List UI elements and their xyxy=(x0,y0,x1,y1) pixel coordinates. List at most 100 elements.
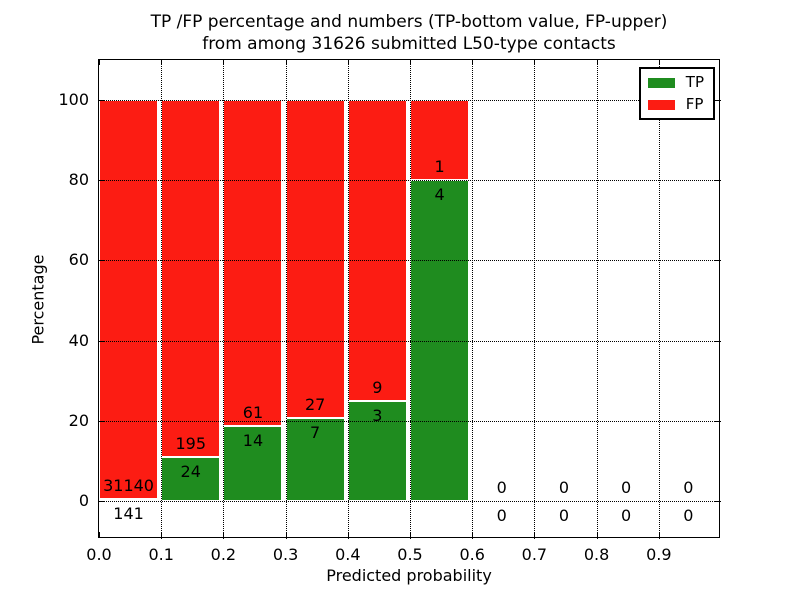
y-tick-label: 100 xyxy=(58,90,89,110)
x-gridline xyxy=(596,60,598,539)
tp-count-label: 0 xyxy=(621,505,632,525)
y-tick-mark-left xyxy=(99,180,104,182)
x-tick-mark-top xyxy=(99,60,100,65)
x-gridline xyxy=(472,60,474,539)
y-tick-mark-left xyxy=(99,500,104,502)
x-tick-mark-bottom xyxy=(161,532,163,537)
x-tick-mark-bottom xyxy=(534,532,536,537)
legend-item-fp: FP xyxy=(647,95,704,113)
fp-count-label: 61 xyxy=(242,403,264,423)
y-tick-label: 20 xyxy=(68,410,89,430)
fp-count-label: 0 xyxy=(683,477,694,497)
fp-bar-segment xyxy=(223,100,283,427)
legend-item-tp: TP xyxy=(647,73,704,91)
fp-count-label: 31140 xyxy=(103,476,154,496)
x-gridline xyxy=(658,60,660,539)
y-tick-mark-left xyxy=(99,420,104,422)
x-gridline xyxy=(347,60,349,539)
x-gridline xyxy=(285,60,287,539)
legend-swatch-tp xyxy=(647,77,675,88)
tp-count-label: 4 xyxy=(434,185,445,205)
tp-count-label: 7 xyxy=(310,423,321,443)
fp-bar-segment xyxy=(285,100,345,419)
x-tick-mark-bottom xyxy=(347,532,349,537)
tp-bar-segment xyxy=(285,418,345,501)
y-tick-label: 60 xyxy=(68,250,89,270)
y-tick-label: 80 xyxy=(68,170,89,190)
x-tick-label: 0.1 xyxy=(148,545,174,564)
y-tick-mark-right xyxy=(714,500,719,502)
x-gridline xyxy=(410,60,411,539)
x-tick-mark-bottom xyxy=(99,532,100,537)
fp-count-label: 195 xyxy=(175,433,207,453)
x-tick-label: 0.2 xyxy=(210,545,237,564)
fp-count-label: 0 xyxy=(496,477,507,497)
tp-count-label: 3 xyxy=(372,405,383,425)
x-tick-mark-top xyxy=(472,60,474,65)
tp-count-label: 14 xyxy=(242,431,264,451)
chart-title-line2: from among 31626 submitted L50-type cont… xyxy=(202,34,616,54)
x-axis-label: Predicted probability xyxy=(326,566,492,585)
y-tick-mark-right xyxy=(714,340,719,342)
y-tick-label: 0 xyxy=(78,490,89,510)
y-tick-mark-left xyxy=(99,100,104,102)
x-tick-mark-top xyxy=(534,60,536,65)
fp-bar-segment xyxy=(99,100,159,500)
fp-count-label: 0 xyxy=(621,477,632,497)
x-tick-mark-bottom xyxy=(472,532,474,537)
legend-label: FP xyxy=(685,95,704,113)
x-tick-mark-bottom xyxy=(285,532,287,537)
tp-count-label: 24 xyxy=(180,461,201,481)
x-tick-mark-bottom xyxy=(223,532,225,537)
x-tick-label: 0.5 xyxy=(397,545,423,564)
legend-swatch-fp xyxy=(647,99,675,110)
y-tick-mark-right xyxy=(714,100,719,102)
x-tick-mark-top xyxy=(596,60,598,65)
tp-count-label: 0 xyxy=(496,505,507,525)
y-tick-mark-right xyxy=(714,420,719,422)
fp-bar-segment xyxy=(347,100,407,401)
x-tick-mark-top xyxy=(285,60,287,65)
tp-count-label: 141 xyxy=(113,504,144,524)
x-tick-mark-top xyxy=(161,60,163,65)
y-tick-mark-left xyxy=(99,340,104,342)
x-tick-mark-bottom xyxy=(658,532,660,537)
x-gridline xyxy=(161,60,163,539)
tp-bar-segment xyxy=(99,499,159,502)
x-tick-mark-top xyxy=(410,60,411,65)
chart-title: TP /FP percentage and numbers (TP-bottom… xyxy=(98,11,720,55)
chart-title-line1: TP /FP percentage and numbers (TP-bottom… xyxy=(150,12,668,32)
x-tick-mark-bottom xyxy=(410,532,411,537)
fp-count-label: 9 xyxy=(372,377,383,397)
x-gridline xyxy=(534,60,536,539)
y-tick-mark-left xyxy=(99,260,104,262)
x-tick-label: 0.0 xyxy=(86,545,112,564)
y-tick-mark-right xyxy=(714,260,719,262)
tp-bar-segment xyxy=(347,400,407,501)
tp-bar-segment xyxy=(161,456,221,501)
y-tick-label: 40 xyxy=(68,330,89,350)
fp-count-label: 1 xyxy=(434,157,445,177)
x-tick-label: 0.4 xyxy=(335,545,361,564)
tp-count-label: 0 xyxy=(683,505,694,525)
x-tick-mark-top xyxy=(347,60,349,65)
fp-count-label: 27 xyxy=(304,395,326,415)
fp-count-label: 0 xyxy=(558,477,570,497)
x-tick-label: 0.7 xyxy=(521,545,548,564)
x-tick-mark-bottom xyxy=(596,532,598,537)
y-axis-label: Percentage xyxy=(28,254,48,345)
fp-bar-segment xyxy=(161,100,221,457)
x-tick-label: 0.9 xyxy=(646,545,672,564)
tp-count-label: 0 xyxy=(558,505,570,525)
legend-label: TP xyxy=(685,73,704,91)
y-tick-mark-right xyxy=(714,180,719,182)
x-tick-label: 0.8 xyxy=(583,545,610,564)
x-gridline xyxy=(223,60,225,539)
x-tick-mark-top xyxy=(223,60,225,65)
x-tick-label: 0.3 xyxy=(272,545,299,564)
plot-area: 31140 141 195 24 61 14 27 7 9 3 1 4 0 0 0 0 0 0 0 0 0 20 40 60 8… xyxy=(58,59,721,564)
legend: TP FP xyxy=(638,67,715,120)
x-tick-label: 0.6 xyxy=(459,545,485,564)
x-tick-mark-top xyxy=(658,60,660,65)
